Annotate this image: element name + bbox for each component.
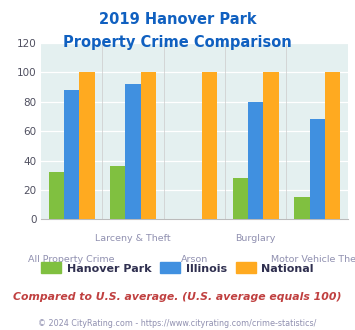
- Bar: [310, 119, 325, 219]
- Bar: [141, 72, 156, 219]
- Bar: [64, 90, 79, 219]
- Bar: [325, 72, 340, 219]
- Text: Burglary: Burglary: [236, 234, 276, 243]
- Text: 2019 Hanover Park: 2019 Hanover Park: [99, 12, 256, 26]
- Bar: [248, 102, 263, 219]
- Bar: [79, 72, 94, 219]
- Bar: [125, 84, 141, 219]
- Bar: [110, 166, 125, 219]
- Text: Motor Vehicle Theft: Motor Vehicle Theft: [271, 255, 355, 264]
- Text: Larceny & Theft: Larceny & Theft: [95, 234, 171, 243]
- Bar: [294, 197, 310, 219]
- Bar: [263, 72, 279, 219]
- Text: Property Crime Comparison: Property Crime Comparison: [63, 35, 292, 50]
- Text: © 2024 CityRating.com - https://www.cityrating.com/crime-statistics/: © 2024 CityRating.com - https://www.city…: [38, 319, 317, 328]
- Bar: [233, 178, 248, 219]
- Text: Compared to U.S. average. (U.S. average equals 100): Compared to U.S. average. (U.S. average …: [13, 292, 342, 302]
- Bar: [49, 172, 64, 219]
- Bar: [202, 72, 217, 219]
- Text: All Property Crime: All Property Crime: [28, 255, 115, 264]
- Text: Arson: Arson: [181, 255, 208, 264]
- Legend: Hanover Park, Illinois, National: Hanover Park, Illinois, National: [37, 258, 318, 278]
